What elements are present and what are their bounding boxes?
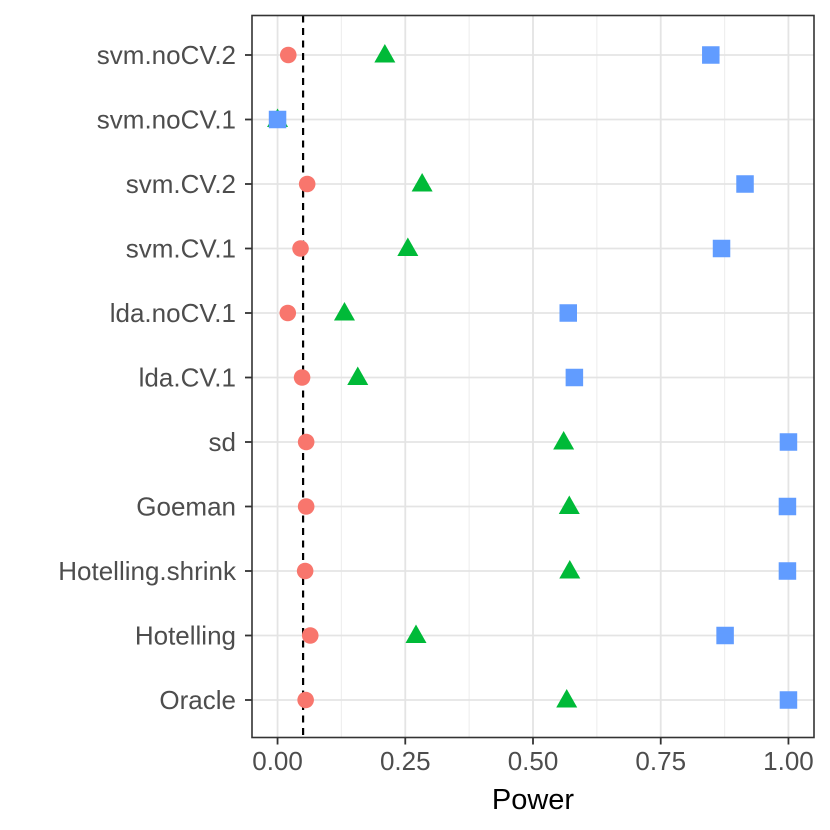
x-tick-label: 1.00 bbox=[763, 746, 814, 776]
point-triangle bbox=[559, 560, 581, 579]
point-circle bbox=[293, 369, 311, 386]
point-square bbox=[559, 304, 578, 322]
point-triangle bbox=[397, 237, 419, 256]
point-square bbox=[779, 691, 798, 709]
point-circle bbox=[297, 691, 314, 709]
point-square bbox=[268, 110, 287, 129]
point-triangle bbox=[558, 495, 580, 514]
point-triangle bbox=[411, 173, 433, 192]
point-triangle bbox=[405, 624, 427, 643]
y-tick-label: Goeman bbox=[136, 492, 236, 522]
y-tick-label: lda.noCV.1 bbox=[110, 298, 236, 328]
y-tick-label: sd bbox=[209, 427, 236, 457]
point-circle bbox=[279, 304, 297, 322]
point-square bbox=[565, 368, 584, 387]
axes: 0.00 0.25 0.50 0.75 1.00 svm.noCV.2 svm.noCV.1… bbox=[58, 14, 815, 776]
x-tick-label: 0.50 bbox=[508, 746, 559, 776]
point-triangle bbox=[374, 44, 396, 63]
point-square bbox=[778, 562, 797, 580]
y-tick-label: lda.CV.1 bbox=[139, 363, 236, 393]
x-tick-label: 0.00 bbox=[252, 746, 303, 776]
point-triangle bbox=[333, 302, 355, 321]
y-tick-label: svm.noCV.2 bbox=[97, 40, 236, 70]
point-square bbox=[778, 497, 797, 516]
y-tick-label: svm.CV.1 bbox=[126, 234, 236, 264]
point-circle bbox=[297, 498, 315, 515]
point-circle bbox=[298, 175, 316, 193]
point-circle bbox=[279, 46, 297, 64]
y-tick-label: svm.noCV.1 bbox=[97, 105, 236, 135]
point-triangle bbox=[347, 366, 369, 385]
x-tick-label: 0.75 bbox=[635, 746, 686, 776]
point-triangle bbox=[556, 689, 578, 708]
x-tick-label: 0.25 bbox=[380, 746, 431, 776]
point-square bbox=[712, 239, 731, 258]
point-triangle bbox=[553, 431, 575, 450]
y-tick-label: Hotelling.shrink bbox=[58, 556, 237, 586]
x-axis-title: Power bbox=[492, 784, 575, 816]
y-tick-label: Hotelling bbox=[135, 621, 236, 651]
point-circle bbox=[297, 433, 315, 451]
y-tick-label: Oracle bbox=[159, 685, 236, 715]
point-square bbox=[736, 175, 754, 193]
point-square bbox=[702, 46, 720, 64]
data-points bbox=[267, 44, 798, 709]
point-circle bbox=[292, 240, 309, 257]
point-square bbox=[716, 626, 734, 645]
y-tick-label: svm.CV.2 bbox=[126, 169, 236, 199]
point-circle bbox=[296, 562, 314, 580]
point-circle bbox=[301, 627, 319, 644]
point-square bbox=[779, 433, 798, 451]
